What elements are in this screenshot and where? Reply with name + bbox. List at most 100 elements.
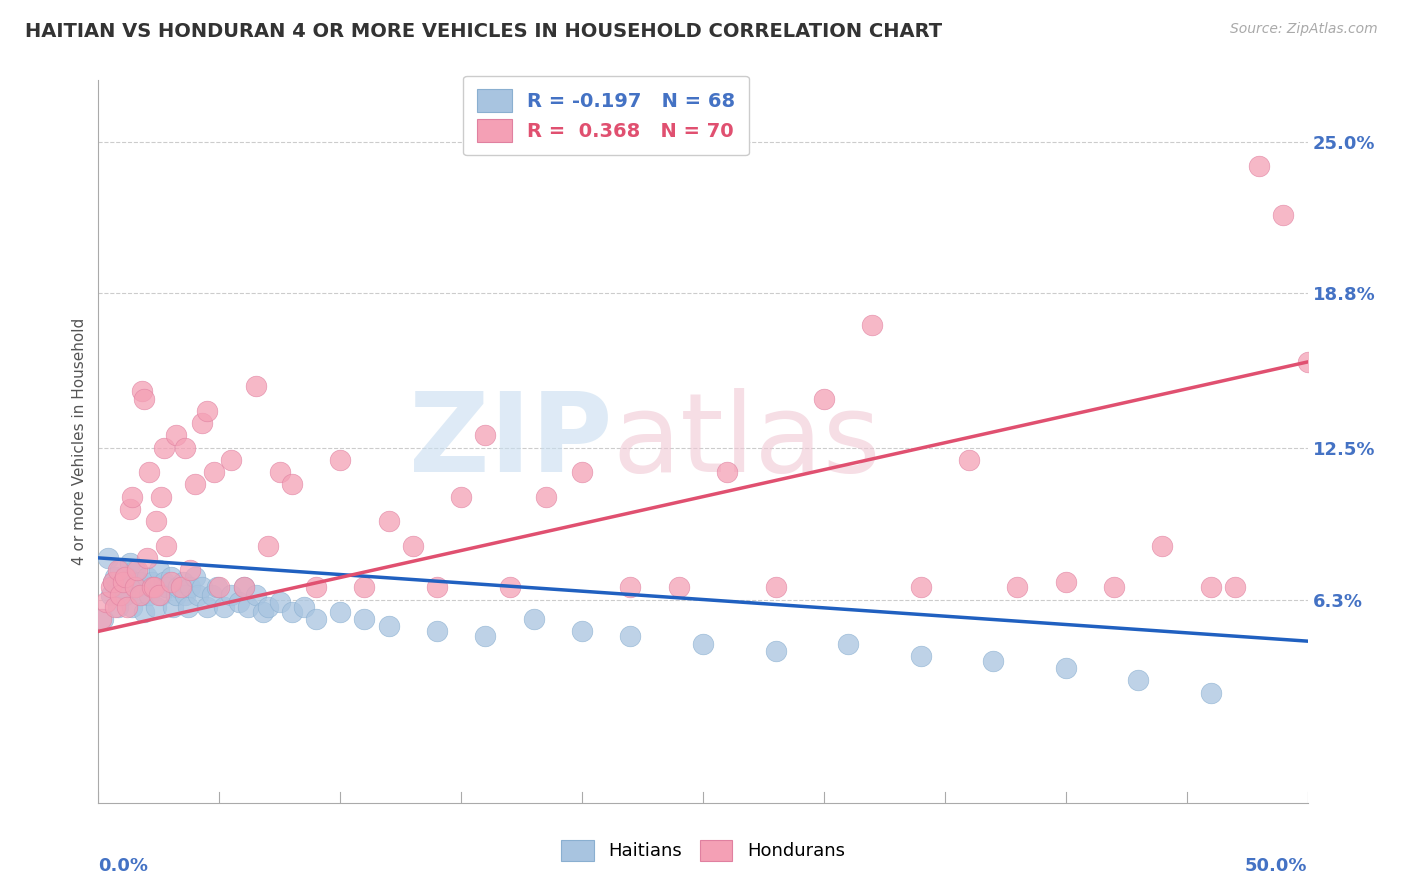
Point <box>172 575 194 590</box>
Point <box>245 588 267 602</box>
Point <box>269 465 291 479</box>
Point <box>221 588 243 602</box>
Point <box>450 490 472 504</box>
Point <box>141 575 163 590</box>
Point <box>212 599 235 614</box>
Point <box>377 619 399 633</box>
Point <box>108 588 131 602</box>
Point <box>152 575 174 590</box>
Point <box>1296 355 1319 369</box>
Point <box>169 580 191 594</box>
Point <box>232 580 254 594</box>
Point <box>101 575 124 590</box>
Point <box>1223 580 1246 594</box>
Point <box>204 465 226 479</box>
Point <box>619 629 641 643</box>
Point <box>174 441 197 455</box>
Point <box>121 599 143 614</box>
Point <box>114 570 136 584</box>
Point <box>187 588 209 602</box>
Point <box>201 588 224 602</box>
Point <box>205 580 228 594</box>
Point <box>128 588 150 602</box>
Point <box>1152 539 1174 553</box>
Point <box>910 580 932 594</box>
Point <box>1054 661 1077 675</box>
Point <box>208 580 231 594</box>
Point <box>860 318 883 333</box>
Point <box>107 563 129 577</box>
Point <box>1128 673 1150 688</box>
Point <box>1199 580 1222 594</box>
Point <box>165 428 187 442</box>
Point <box>184 477 207 491</box>
Point <box>138 465 160 479</box>
Point <box>91 612 114 626</box>
Point <box>124 563 146 577</box>
Point <box>245 379 267 393</box>
Point <box>155 580 177 594</box>
Point <box>910 648 932 663</box>
Text: HAITIAN VS HONDURAN 4 OR MORE VEHICLES IN HOUSEHOLD CORRELATION CHART: HAITIAN VS HONDURAN 4 OR MORE VEHICLES I… <box>25 22 942 41</box>
Point <box>111 580 134 594</box>
Point <box>121 490 143 504</box>
Point <box>134 605 156 619</box>
Point <box>141 580 163 594</box>
Point <box>837 637 859 651</box>
Point <box>138 588 160 602</box>
Text: Source: ZipAtlas.com: Source: ZipAtlas.com <box>1230 22 1378 37</box>
Point <box>100 580 122 594</box>
Point <box>150 490 173 504</box>
Point <box>127 563 149 577</box>
Point <box>114 588 136 602</box>
Point <box>619 580 641 594</box>
Point <box>160 575 183 590</box>
Point <box>134 392 156 406</box>
Point <box>534 490 557 504</box>
Point <box>108 563 131 577</box>
Point <box>232 580 254 594</box>
Point <box>195 404 218 418</box>
Point <box>402 539 425 553</box>
Point <box>426 624 449 639</box>
Point <box>353 580 375 594</box>
Point <box>195 599 218 614</box>
Point <box>148 588 170 602</box>
Point <box>668 580 690 594</box>
Point <box>765 644 787 658</box>
Point <box>716 465 738 479</box>
Point <box>238 599 260 614</box>
Point <box>127 580 149 594</box>
Point <box>124 580 146 594</box>
Point <box>135 550 157 565</box>
Point <box>571 465 593 479</box>
Point <box>252 605 274 619</box>
Point <box>107 599 129 614</box>
Point <box>813 392 835 406</box>
Point <box>256 539 278 553</box>
Point <box>131 384 153 399</box>
Point <box>117 599 139 614</box>
Point <box>118 556 141 570</box>
Point <box>305 612 328 626</box>
Point <box>145 599 167 614</box>
Point <box>100 588 122 602</box>
Point <box>167 580 190 594</box>
Point <box>692 637 714 651</box>
Point <box>474 629 496 643</box>
Point <box>150 588 173 602</box>
Point <box>104 570 127 584</box>
Point <box>474 428 496 442</box>
Point <box>135 570 157 584</box>
Point <box>281 477 304 491</box>
Point <box>104 599 127 614</box>
Text: atlas: atlas <box>613 388 880 495</box>
Point <box>256 599 278 614</box>
Text: ZIP: ZIP <box>409 388 613 495</box>
Point <box>101 575 124 590</box>
Point <box>117 570 139 584</box>
Point <box>1102 580 1125 594</box>
Point <box>377 514 399 528</box>
Point <box>143 580 166 594</box>
Point <box>165 588 187 602</box>
